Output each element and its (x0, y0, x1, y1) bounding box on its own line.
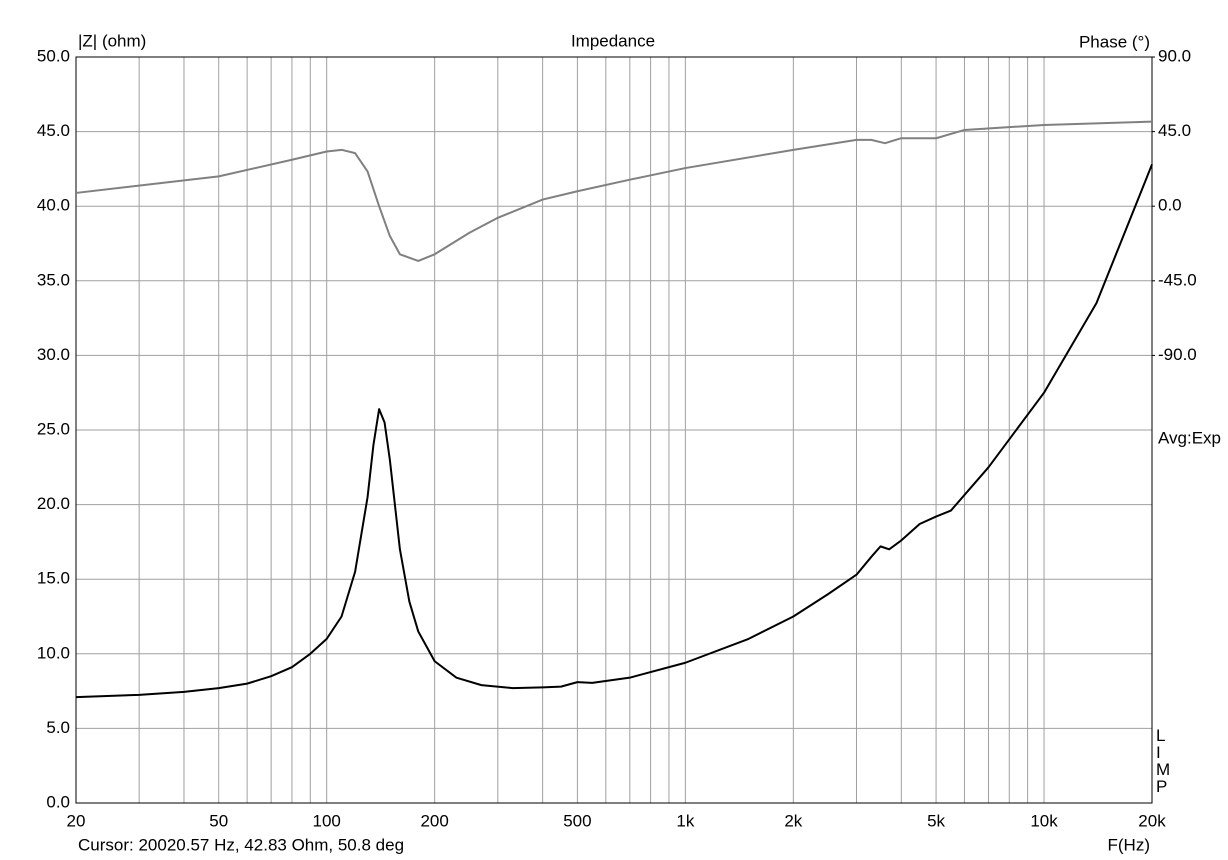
x-axis-label: F(Hz) (1108, 835, 1150, 854)
x-tick-label: 10k (1030, 811, 1058, 830)
x-tick-label: 5k (927, 811, 945, 830)
y-tick-label: 50.0 (37, 46, 70, 65)
x-tick-label: 200 (420, 811, 448, 830)
x-tick-label: 100 (313, 811, 341, 830)
series-line (75, 164, 1153, 699)
y2-tick-label: -45.0 (1158, 270, 1197, 289)
y2-tick-label: -90.0 (1158, 345, 1197, 364)
y-axis-label: |Z| (ohm) (78, 31, 146, 50)
x-tick-label: 20 (67, 811, 86, 830)
x-tick-label: 500 (563, 811, 591, 830)
limp-label: LIMP (1156, 726, 1171, 796)
series-line (75, 120, 1153, 262)
y-tick-label: 40.0 (37, 196, 70, 215)
plot-frame (75, 56, 1153, 804)
y-tick-label: 5.0 (46, 718, 70, 737)
x-tick-label: 50 (209, 811, 228, 830)
x-tick-label: 1k (676, 811, 694, 830)
x-tick-label: 20k (1138, 811, 1166, 830)
cursor-readout: Cursor: 20020.57 Hz, 42.83 Ohm, 50.8 deg (78, 835, 404, 854)
y-tick-label: 30.0 (37, 345, 70, 364)
y-tick-label: 25.0 (37, 419, 70, 438)
y2-tick-label: 45.0 (1158, 121, 1191, 140)
y2-axis-label: Phase (°) (1079, 32, 1150, 51)
y2-tick-label: 0.0 (1158, 196, 1182, 215)
y-tick-label: 15.0 (37, 569, 70, 588)
y-tick-label: 10.0 (37, 643, 70, 662)
y-tick-label: 20.0 (37, 494, 70, 513)
y2-tick-label: 90.0 (1158, 46, 1191, 65)
y-tick-label: 35.0 (37, 270, 70, 289)
avg-annotation: Avg:Exp (1158, 428, 1221, 447)
x-tick-label: 2k (784, 811, 802, 830)
y-tick-label: 45.0 (37, 121, 70, 140)
y-tick-label: 0.0 (46, 792, 70, 811)
chart-title: Impedance (571, 31, 655, 50)
